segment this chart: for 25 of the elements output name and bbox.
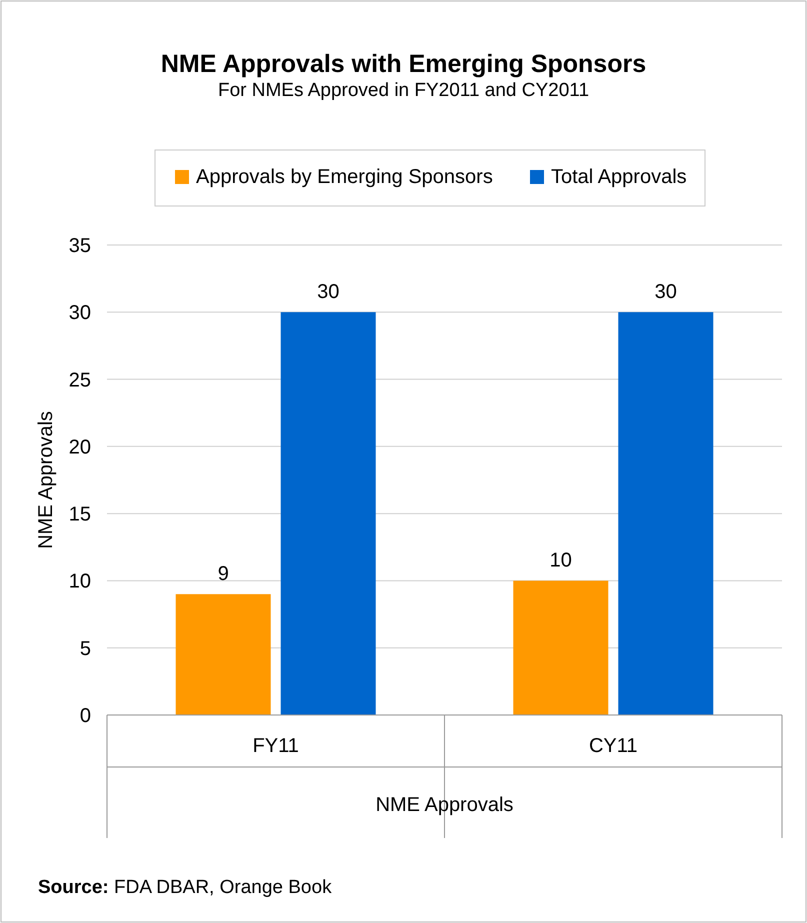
y-tick-label: 0 <box>80 705 91 727</box>
y-tick-label: 20 <box>68 436 91 458</box>
x-axis-title: NME Approvals <box>376 794 514 816</box>
x-tick-label: CY11 <box>588 735 638 757</box>
bar <box>280 312 376 715</box>
data-label: 30 <box>654 281 677 304</box>
legend-label: Total Approvals <box>551 166 687 188</box>
chart-title: NME Approvals with Emerging Sponsors <box>160 50 646 78</box>
y-tick-label: 30 <box>68 302 91 324</box>
y-axis-title: NME Approvals <box>35 411 57 549</box>
legend-label: Approvals by Emerging Sponsors <box>196 166 493 188</box>
bar <box>176 594 271 715</box>
chart-subtitle: For NMEs Approved in FY2011 and CY2011 <box>218 80 590 101</box>
bar <box>618 312 714 715</box>
x-tick-label: FY11 <box>252 735 299 757</box>
y-tick-label: 35 <box>68 235 91 257</box>
data-label: 10 <box>550 550 572 572</box>
data-label: 30 <box>317 281 340 304</box>
bar <box>513 580 608 715</box>
y-tick-label: 15 <box>68 504 91 526</box>
data-label: 9 <box>218 563 229 586</box>
source-note: Source: FDA DBAR, Orange Book <box>38 877 332 898</box>
y-tick-label: 25 <box>68 369 91 392</box>
y-tick-label: 5 <box>80 638 91 660</box>
y-tick-label: 10 <box>68 570 91 593</box>
